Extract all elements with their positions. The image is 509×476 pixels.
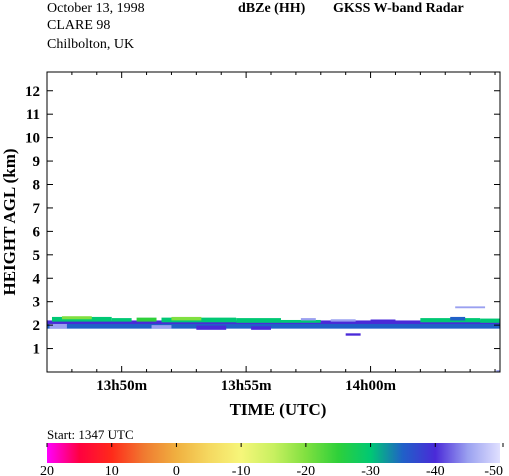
y-tick-label: 7: [33, 201, 41, 217]
echo-layer: [111, 318, 132, 322]
y-tick-label: 10: [25, 131, 40, 147]
product-label: dBZe (HH): [238, 1, 306, 16]
instrument-label: GKSS W-band Radar: [333, 1, 464, 16]
y-tick-label: 5: [33, 248, 41, 264]
echo-layer: [251, 326, 272, 330]
echo-layer: [450, 316, 466, 321]
echo-layer: [370, 319, 396, 322]
colorbar-tick-label: -10: [232, 464, 251, 476]
echo-layer: [300, 318, 316, 321]
echo-layer: [330, 319, 356, 322]
echo-layer: [136, 317, 157, 322]
plot-area: [47, 306, 500, 372]
x-tick-label: 13h55m: [221, 378, 272, 394]
echo-layer: [496, 370, 500, 372]
x-axis: 13h50m 13h55m 14h00m: [46, 72, 496, 394]
colorbar: [47, 443, 500, 463]
campaign-label: CLARE 98: [47, 18, 110, 33]
echo-layer: [47, 321, 500, 329]
y-tick-label: 12: [25, 84, 40, 100]
colorbar-tick-label: -40: [426, 464, 445, 476]
colorbar-tick-label: 20: [40, 464, 54, 476]
colorbar-tick-label: -20: [297, 464, 316, 476]
y-tick-label: 11: [26, 107, 40, 123]
colorbar-tick-label: 10: [105, 464, 119, 476]
colorbar-tick-label: -50: [484, 464, 503, 476]
colorbar-tick-label: -30: [361, 464, 380, 476]
echo-layer: [480, 318, 500, 323]
y-tick-label: 2: [33, 318, 41, 334]
echo-layer: [280, 319, 321, 323]
y-tick-label: 8: [33, 178, 41, 194]
y-axis-title: HEIGHT AGL (km): [0, 148, 19, 295]
plot-frame: [46, 71, 501, 373]
x-tick-label: 13h50m: [96, 378, 147, 394]
x-tick-label: 14h00m: [345, 378, 396, 394]
echo-layer: [196, 325, 227, 330]
x-axis-title: TIME (UTC): [230, 400, 327, 419]
echo-layer: [345, 333, 361, 336]
echo-layer: [49, 323, 67, 329]
date-label: October 13, 1998: [47, 1, 145, 16]
colorbar-ticks: 20 10 0 -10 -20 -30 -40 -50: [40, 443, 504, 476]
start-time-label: Start: 1347 UTC: [47, 427, 134, 442]
y-tick-label: 1: [33, 342, 41, 358]
y-tick-label: 3: [33, 295, 41, 311]
echo-layer: [236, 318, 281, 323]
y-tick-label: 6: [33, 224, 41, 240]
echo-layer: [151, 325, 172, 329]
echo-layer: [455, 306, 486, 309]
echo-layer: [61, 316, 92, 320]
y-tick-label: 9: [33, 154, 41, 170]
colorbar-tick-label: 0: [173, 464, 180, 476]
y-tick-label: 4: [33, 271, 41, 287]
location-label: Chilbolton, UK: [47, 37, 134, 52]
echo-layer: [171, 316, 202, 321]
